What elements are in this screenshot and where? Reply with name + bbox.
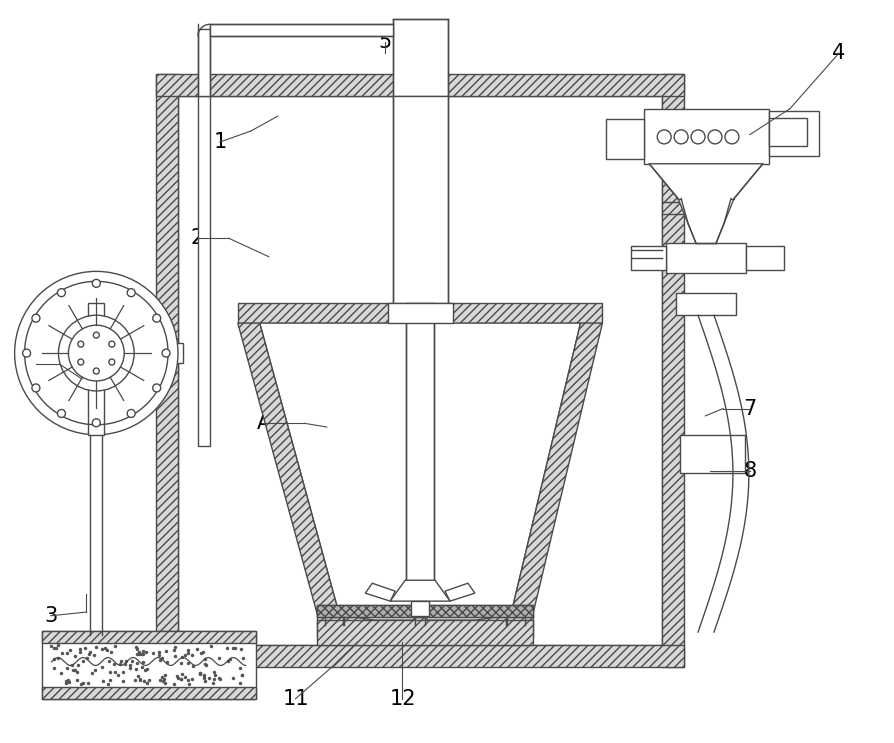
Circle shape	[78, 341, 84, 347]
Bar	[631, 247, 666, 270]
Polygon shape	[354, 617, 417, 620]
Circle shape	[109, 359, 114, 365]
Circle shape	[57, 409, 65, 418]
Text: 7: 7	[743, 398, 756, 418]
Circle shape	[127, 409, 135, 418]
Bar	[645, 109, 769, 163]
Bar	[317, 605, 533, 617]
Polygon shape	[428, 615, 491, 622]
Bar	[680, 435, 745, 473]
Text: 5: 5	[378, 32, 392, 52]
Bar	[156, 74, 684, 96]
Bar	[606, 119, 645, 159]
Circle shape	[162, 349, 170, 357]
Circle shape	[109, 341, 114, 347]
Bar	[156, 645, 684, 667]
Bar	[769, 111, 819, 156]
Circle shape	[32, 384, 40, 392]
Bar	[662, 74, 684, 667]
Polygon shape	[238, 323, 340, 615]
Circle shape	[93, 332, 99, 338]
Text: 4: 4	[832, 43, 846, 63]
Polygon shape	[445, 583, 475, 601]
Bar	[393, 96, 448, 303]
Bar	[89, 303, 105, 435]
Circle shape	[127, 289, 135, 296]
Circle shape	[22, 349, 30, 357]
Bar	[210, 25, 393, 36]
Bar	[746, 247, 784, 270]
Bar	[666, 244, 746, 273]
Polygon shape	[359, 615, 412, 622]
Circle shape	[32, 314, 40, 322]
Polygon shape	[423, 617, 496, 620]
Bar	[317, 620, 533, 645]
Bar	[393, 19, 448, 96]
Circle shape	[14, 271, 178, 435]
Bar	[317, 615, 533, 637]
Circle shape	[153, 384, 161, 392]
Text: 12: 12	[389, 689, 416, 709]
Text: 2: 2	[191, 228, 204, 248]
Bar	[173, 343, 183, 363]
Bar	[41, 687, 256, 698]
Circle shape	[78, 359, 84, 365]
Polygon shape	[366, 583, 395, 601]
Bar	[769, 118, 806, 146]
Circle shape	[58, 315, 134, 391]
Bar	[178, 96, 662, 645]
Bar	[198, 96, 210, 446]
Polygon shape	[259, 323, 580, 615]
Bar	[411, 601, 429, 616]
Circle shape	[153, 314, 161, 322]
Polygon shape	[510, 323, 603, 615]
Circle shape	[93, 368, 99, 374]
Bar	[676, 293, 736, 315]
Text: 3: 3	[44, 606, 57, 626]
Text: 6: 6	[29, 354, 42, 374]
Bar	[238, 303, 603, 323]
Bar	[41, 631, 256, 698]
Bar	[317, 605, 533, 617]
Bar	[388, 303, 453, 323]
Text: 1: 1	[214, 132, 226, 152]
Polygon shape	[390, 580, 450, 601]
Circle shape	[92, 419, 100, 426]
Text: A: A	[257, 413, 272, 433]
Bar	[198, 29, 210, 96]
Polygon shape	[649, 163, 763, 244]
Circle shape	[92, 279, 100, 288]
Circle shape	[57, 289, 65, 296]
Bar	[406, 303, 434, 585]
Bar	[41, 631, 256, 643]
Bar	[156, 74, 178, 667]
Text: 11: 11	[283, 689, 308, 709]
Text: 8: 8	[743, 461, 756, 481]
